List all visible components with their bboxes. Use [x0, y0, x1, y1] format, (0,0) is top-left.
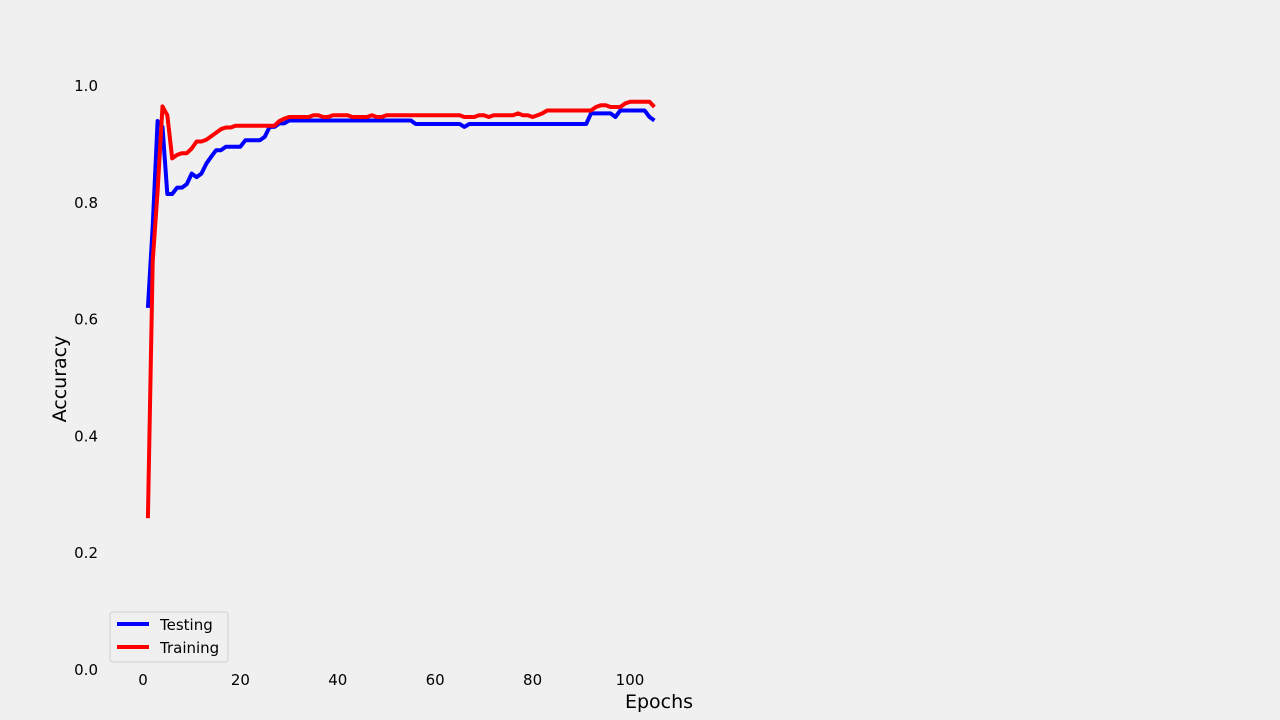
series-line-training [145, 99, 656, 519]
x-tick-label: 100 [616, 671, 645, 689]
x-tick-label: 80 [523, 671, 542, 689]
legend-label-training: Training [159, 639, 219, 657]
y-axis-label: Accuracy [49, 336, 71, 423]
y-tick-label: 0.4 [74, 427, 98, 445]
x-axis-ticks: 0 20 40 60 80 100 [138, 671, 644, 689]
legend-label-testing: Testing [159, 616, 213, 634]
y-tick-label: 1.0 [74, 77, 98, 95]
y-tick-label: 0.8 [74, 194, 98, 212]
series-lines [145, 99, 656, 519]
x-tick-label: 60 [426, 671, 445, 689]
legend: Testing Training [109, 611, 229, 663]
x-tick-label: 0 [138, 671, 148, 689]
y-tick-label: 0.2 [74, 544, 98, 562]
y-tick-label: 0.6 [74, 311, 98, 329]
y-tick-label: 0.0 [74, 661, 98, 679]
y-axis-ticks: 0.0 0.2 0.4 0.6 0.8 1.0 [74, 77, 98, 679]
series-line-testing [145, 108, 656, 309]
x-tick-label: 40 [328, 671, 347, 689]
x-axis-label: Epochs [625, 691, 693, 713]
x-tick-label: 20 [231, 671, 250, 689]
